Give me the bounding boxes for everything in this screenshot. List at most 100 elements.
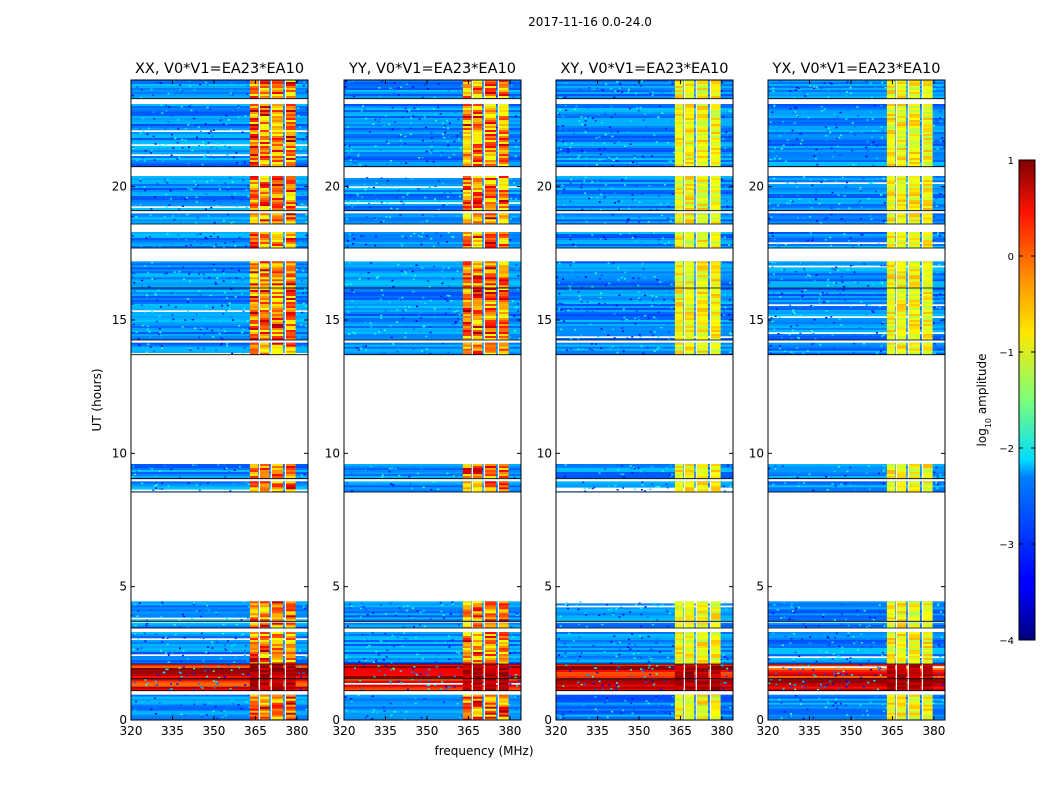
band-cell: [485, 662, 497, 665]
panel-title: YY, V0*V1=EA23*EA10: [348, 61, 516, 77]
band-cell: [462, 485, 472, 488]
heatmap-cell: [627, 646, 630, 648]
heatmap-row: [344, 296, 521, 299]
heatmap-cell: [518, 185, 521, 187]
heatmap-cell: [235, 117, 237, 120]
band-cell: [462, 603, 472, 606]
band-cell: [249, 213, 259, 216]
band-cell: [472, 332, 483, 335]
heatmap-cell: [156, 183, 159, 185]
heatmap-row: [344, 106, 521, 109]
band-cell: [272, 300, 284, 303]
heatmap-cell: [174, 293, 177, 295]
heatmap-cell: [509, 336, 511, 338]
heatmap-cell: [637, 652, 640, 654]
band-cell: [462, 302, 472, 305]
heatmap-cell: [364, 659, 367, 662]
heatmap-row: [344, 221, 521, 224]
band-cell: [259, 134, 270, 137]
band-cell: [674, 704, 684, 707]
heatmap-cell: [459, 147, 462, 149]
heatmap-cell: [141, 205, 144, 207]
heatmap-cell: [221, 338, 224, 340]
heatmap-cell: [724, 656, 727, 658]
band-cell: [462, 126, 472, 129]
flag-column: [284, 601, 286, 622]
band-cell: [249, 198, 259, 201]
heatmap-cell: [352, 161, 355, 164]
heatmap-cell: [195, 201, 198, 203]
heatmap-cell: [230, 82, 233, 84]
band-cell: [249, 246, 259, 249]
band-cell: [472, 706, 483, 709]
band-cell: [259, 154, 270, 157]
band-cell: [485, 148, 497, 151]
heatmap-cell: [640, 489, 643, 491]
heatmap-row: [131, 672, 308, 675]
heatmap-cell: [606, 699, 609, 702]
band-cell: [285, 638, 296, 641]
band-cell: [259, 112, 270, 115]
band-cell: [259, 322, 270, 325]
band-cell: [462, 267, 472, 270]
band-cell: [498, 466, 509, 469]
band-cell: [485, 154, 497, 157]
heatmap-row: [556, 607, 733, 610]
band-cell: [674, 644, 684, 647]
band-cell: [485, 192, 497, 195]
band-cell: [259, 192, 270, 195]
band-cell: [272, 290, 284, 293]
flag-column: [258, 104, 260, 167]
flag-column: [695, 601, 697, 622]
band-cell: [498, 694, 509, 697]
flag-column: [497, 464, 499, 479]
figure-title: 2017-11-16 0.0-24.0: [528, 15, 652, 29]
heatmap-cell: [722, 687, 725, 690]
band-cell: [684, 485, 695, 488]
heatmap-cell: [380, 293, 383, 296]
band-cell: [485, 472, 497, 475]
heatmap-cell: [187, 310, 189, 313]
heatmap-cell: [301, 311, 304, 314]
heatmap-cell: [396, 309, 399, 311]
heatmap-cell: [136, 648, 139, 650]
heatmap-cell: [155, 483, 158, 486]
heatmap-cell: [669, 464, 672, 467]
band-cell: [249, 672, 259, 675]
heatmap-row: [131, 680, 308, 683]
heatmap-cell: [198, 145, 201, 147]
heatmap-cell: [661, 470, 664, 473]
heatmap-cell: [353, 667, 356, 669]
band-cell: [272, 688, 284, 691]
heatmap-row: [556, 666, 733, 669]
band-cell: [684, 609, 695, 612]
heatmap-cell: [216, 682, 219, 685]
band-cell: [462, 108, 472, 111]
band-cell: [498, 656, 509, 659]
heatmap-cell: [666, 632, 669, 635]
band-cell: [285, 316, 296, 319]
band-cell: [710, 624, 721, 627]
heatmap-cell: [189, 244, 192, 246]
heatmap-cell: [640, 607, 643, 610]
band-cell: [472, 660, 483, 663]
flag-column: [270, 664, 272, 679]
heatmap-cell: [617, 642, 620, 645]
band-cell: [259, 634, 270, 637]
heatmap-cell: [510, 218, 512, 220]
band-cell: [485, 694, 497, 697]
heatmap-cell: [161, 153, 164, 155]
heatmap-cell: [615, 654, 618, 656]
heatmap-row: [344, 104, 521, 107]
band-cell: [272, 238, 284, 241]
heatmap-cell: [362, 235, 365, 237]
heatmap-cell: [209, 108, 211, 111]
heatmap-cell: [639, 650, 642, 653]
band-cell: [684, 652, 695, 655]
heatmap-cell: [446, 140, 449, 143]
band-cell: [674, 656, 684, 659]
heatmap-cell: [650, 619, 652, 622]
band-cell: [285, 154, 296, 157]
band-cell: [259, 146, 270, 149]
band-cell: [674, 613, 684, 616]
